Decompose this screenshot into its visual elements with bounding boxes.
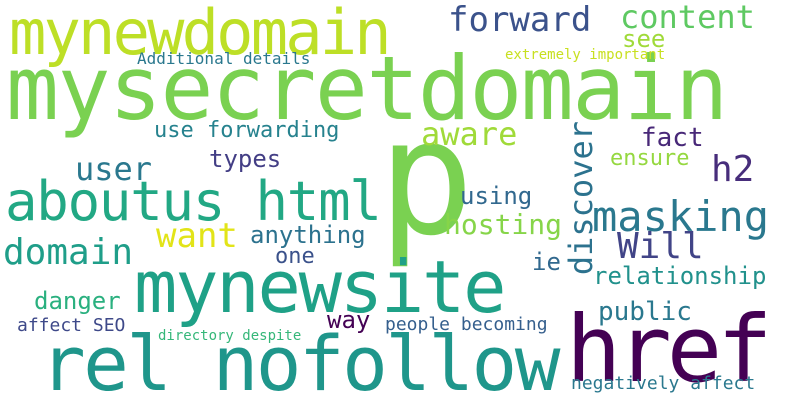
word-ensure: ensure xyxy=(610,146,690,171)
word-mysecretdomain: mysecretdomain xyxy=(6,37,728,140)
word-aware: aware xyxy=(421,115,518,153)
word-way: way xyxy=(327,306,371,334)
word-domain: domain xyxy=(3,232,134,273)
word-will: Will xyxy=(617,226,704,267)
word-hosting: hosting xyxy=(444,208,563,241)
word-types: types xyxy=(209,145,282,173)
word-using: using xyxy=(460,182,533,210)
word-see: see xyxy=(622,25,666,53)
word-mynewsite: mynewsite xyxy=(134,245,507,329)
word-relationship: relationship xyxy=(593,262,767,290)
word-additional-details: Additional details xyxy=(137,49,311,68)
word-extremely-important: extremely important xyxy=(505,47,666,63)
word-content: content xyxy=(620,0,755,36)
word-danger: danger xyxy=(34,287,121,315)
word-people-becoming: people becoming xyxy=(385,314,548,335)
word-mynewdomain: mynewdomain xyxy=(9,0,392,69)
word-negatively-affect: negatively affect xyxy=(571,373,756,394)
word-rel-nofollow: rel nofollow xyxy=(40,319,560,400)
word-use-forwarding: use forwarding xyxy=(154,118,340,143)
word-ie: ie xyxy=(532,248,561,276)
word-h2: h2 xyxy=(711,149,755,190)
word-affect-seo: affect SEO xyxy=(17,315,126,336)
word-anything: anything xyxy=(250,221,366,249)
word-directory-despite: directory despite xyxy=(158,328,302,344)
word-fact: fact xyxy=(641,123,704,153)
word-one: one xyxy=(275,244,315,269)
word-want: want xyxy=(156,216,238,256)
word-href: href xyxy=(566,296,773,400)
word-p: p xyxy=(378,84,475,271)
word-user: user xyxy=(75,150,153,188)
word-forward: forward xyxy=(448,0,592,40)
word-masking: masking xyxy=(592,192,770,241)
word-public: public xyxy=(598,297,692,327)
word-aboutus-html: aboutus html xyxy=(5,170,382,233)
